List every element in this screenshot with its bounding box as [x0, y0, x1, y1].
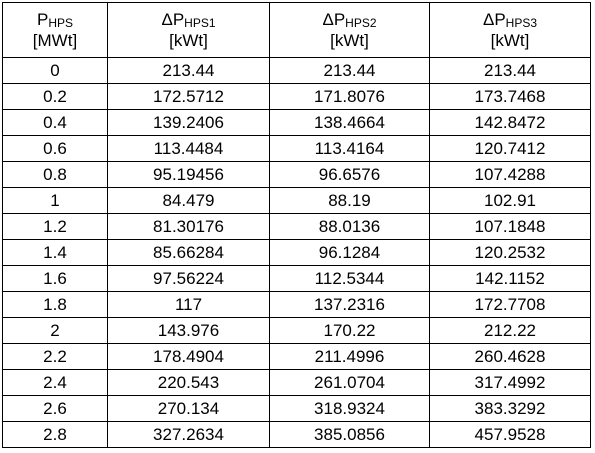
header-unit: [MWt]: [32, 30, 78, 50]
data-table: PHPS [MWt] ΔPHPS1 [kWt] ΔPHPS2 [kWt] ΔPHPS3 [kW…: [2, 2, 591, 448]
table-cell: 2.4: [2, 369, 108, 396]
header-symbol: ΔP: [322, 9, 346, 29]
table-cell: 84.479: [107, 187, 270, 214]
header-row: PHPS [MWt] ΔPHPS1 [kWt] ΔPHPS2 [kWt] ΔPHPS3 [kW…: [2, 2, 591, 58]
header-unit: [kWt]: [169, 30, 208, 50]
header-label: ΔPHPS2: [270, 9, 429, 32]
table-cell: 107.1848: [429, 213, 591, 240]
table-cell: 385.0856: [269, 421, 430, 448]
table-cell: 0.4: [2, 109, 108, 136]
header-dphps2: ΔPHPS2 [kWt]: [269, 2, 430, 58]
header-symbol: ΔP: [482, 9, 506, 29]
table-cell: 213.44: [429, 57, 591, 84]
table-cell: 137.2316: [269, 291, 430, 318]
table-row: 1.8 117 137.2316 172.7708: [2, 291, 591, 318]
table-cell: 172.5712: [107, 83, 270, 110]
table-cell: 457.9528: [429, 421, 591, 448]
table-cell: 317.4992: [429, 369, 591, 396]
header-phps: PHPS [MWt]: [2, 2, 108, 58]
table-row: 2.6 270.134 318.9324 383.3292: [2, 395, 591, 422]
header-subscript: HPS3: [505, 15, 538, 30]
table-cell: 178.4904: [107, 343, 270, 370]
table-row: 0.4 139.2406 138.4664 142.8472: [2, 109, 591, 136]
table-cell: 1.4: [2, 239, 108, 266]
table-cell: 260.4628: [429, 343, 591, 370]
table-cell: 117: [107, 291, 270, 318]
header-dphps1: ΔPHPS1 [kWt]: [107, 2, 270, 58]
table-cell: 212.22: [429, 317, 591, 344]
table-row: 1.6 97.56224 112.5344 142.1152: [2, 265, 591, 292]
header-label: ΔPHPS3: [430, 9, 590, 32]
table-cell: 85.66284: [107, 239, 270, 266]
table-row: 1.2 81.30176 88.0136 107.1848: [2, 213, 591, 240]
header-label: ΔPHPS1: [108, 9, 269, 32]
table-cell: 261.0704: [269, 369, 430, 396]
table-cell: 112.5344: [269, 265, 430, 292]
table-header: PHPS [MWt] ΔPHPS1 [kWt] ΔPHPS2 [kWt] ΔPHPS3 [kW…: [2, 2, 591, 58]
table-row: 0.2 172.5712 171.8076 173.7468: [2, 83, 591, 110]
table-cell: 138.4664: [269, 109, 430, 136]
table-cell: 96.6576: [269, 161, 430, 188]
table-row: 2 143.976 170.22 212.22: [2, 317, 591, 344]
table-cell: 0.6: [2, 135, 108, 162]
table-cell: 327.2634: [107, 421, 270, 448]
table-cell: 1.2: [2, 213, 108, 240]
header-subscript: HPS: [48, 15, 74, 30]
header-symbol: P: [36, 9, 49, 29]
table-cell: 113.4484: [107, 135, 270, 162]
table-cell: 88.19: [269, 187, 430, 214]
table-row: 0.8 95.19456 96.6576 107.4288: [2, 161, 591, 188]
table-cell: 1: [2, 187, 108, 214]
header-symbol: ΔP: [161, 9, 185, 29]
table-cell: 1.8: [2, 291, 108, 318]
header-label: PHPS: [3, 9, 107, 32]
table-cell: 142.8472: [429, 109, 591, 136]
header-dphps3: ΔPHPS3 [kWt]: [429, 2, 591, 58]
table-cell: 120.7412: [429, 135, 591, 162]
table-cell: 173.7468: [429, 83, 591, 110]
table-row: 2.4 220.543 261.0704 317.4992: [2, 369, 591, 396]
table-cell: 0: [2, 57, 108, 84]
table-body: 0 213.44 213.44 213.44 0.2 172.5712 171.8076 17…: [2, 57, 591, 448]
table-cell: 0.2: [2, 83, 108, 110]
table-cell: 96.1284: [269, 239, 430, 266]
table-cell: 318.9324: [269, 395, 430, 422]
table-cell: 142.1152: [429, 265, 591, 292]
table-cell: 102.91: [429, 187, 591, 214]
header-subscript: HPS1: [184, 15, 216, 30]
header-unit: [kWt]: [490, 30, 530, 50]
table-cell: 1.6: [2, 265, 108, 292]
table-cell: 270.134: [107, 395, 270, 422]
table-cell: 213.44: [269, 57, 430, 84]
table-cell: 213.44: [107, 57, 270, 84]
table-cell: 211.4996: [269, 343, 430, 370]
table-row: 0 213.44 213.44 213.44: [2, 57, 591, 84]
table-cell: 113.4164: [269, 135, 430, 162]
table-row: 2.8 327.2634 385.0856 457.9528: [2, 421, 591, 448]
table-cell: 120.2532: [429, 239, 591, 266]
header-subscript: HPS2: [345, 15, 377, 30]
table-cell: 81.30176: [107, 213, 270, 240]
table-cell: 0.8: [2, 161, 108, 188]
table-cell: 2.2: [2, 343, 108, 370]
table-cell: 220.543: [107, 369, 270, 396]
table-cell: 172.7708: [429, 291, 591, 318]
header-unit: [kWt]: [330, 30, 369, 50]
table-cell: 2.8: [2, 421, 108, 448]
table-cell: 97.56224: [107, 265, 270, 292]
table-cell: 95.19456: [107, 161, 270, 188]
table-cell: 139.2406: [107, 109, 270, 136]
table-row: 0.6 113.4484 113.4164 120.7412: [2, 135, 591, 162]
table-cell: 143.976: [107, 317, 270, 344]
table-row: 2.2 178.4904 211.4996 260.4628: [2, 343, 591, 370]
table-cell: 88.0136: [269, 213, 430, 240]
table-cell: 2: [2, 317, 108, 344]
table-cell: 107.4288: [429, 161, 591, 188]
table-row: 1 84.479 88.19 102.91: [2, 187, 591, 214]
table-cell: 2.6: [2, 395, 108, 422]
table-cell: 171.8076: [269, 83, 430, 110]
table-cell: 383.3292: [429, 395, 591, 422]
table-row: 1.4 85.66284 96.1284 120.2532: [2, 239, 591, 266]
table-cell: 170.22: [269, 317, 430, 344]
